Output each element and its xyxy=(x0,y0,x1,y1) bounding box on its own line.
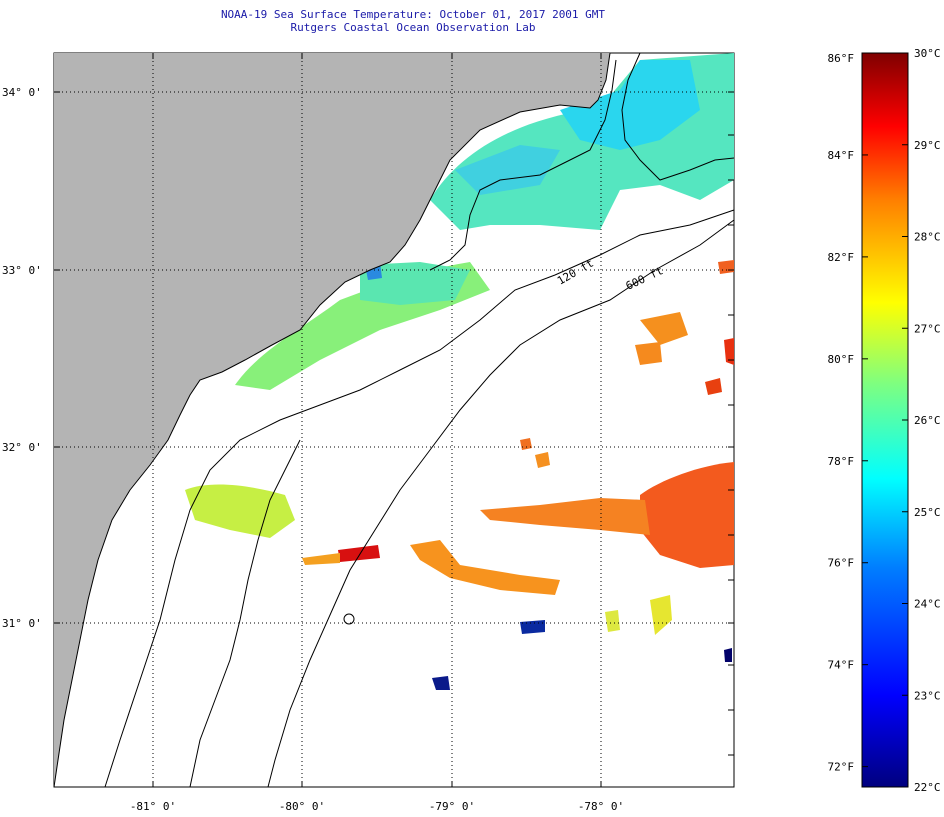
lat-label-33: 33° 0' xyxy=(2,264,42,277)
colorbar-f-tick-label: 84°F xyxy=(828,149,855,162)
lat-label-34: 34° 0' xyxy=(2,86,42,99)
sst-patch-warm-east-3 xyxy=(724,338,734,365)
sst-patch-yellow-sw xyxy=(650,595,672,635)
sst-patch-cape-cool xyxy=(560,60,700,150)
lon-label-78: -78° 0' xyxy=(578,800,624,813)
colorbar-f-tick-label: 80°F xyxy=(828,353,855,366)
colorbar-c-tick-label: 23°C xyxy=(914,689,941,702)
lat-label-31: 31° 0' xyxy=(2,617,42,630)
sst-patch-warm-mid-2 xyxy=(635,342,662,365)
sst-patch-warm-south xyxy=(410,540,560,595)
colorbar-f-tick-label: 86°F xyxy=(828,52,855,65)
colorbar-c-tick-label: 25°C xyxy=(914,506,941,519)
sst-patch-bay-cool xyxy=(455,145,560,195)
sst-patch-gulfstream-band xyxy=(480,498,650,535)
isobath-120ft xyxy=(104,209,735,788)
colorbar-c-tick-label: 29°C xyxy=(914,139,941,152)
sst-patch-yellow-s xyxy=(605,610,620,632)
land-mass xyxy=(54,53,610,787)
colorbar-f-tick-label: 74°F xyxy=(828,659,855,672)
sst-patch-warm-mid-1 xyxy=(640,312,688,345)
colorbar-c-tick-label: 24°C xyxy=(914,598,941,611)
colorbar-c-tick-label: 28°C xyxy=(914,231,941,244)
grid xyxy=(54,53,734,787)
outer-banks xyxy=(621,52,735,181)
sst-patch-warm-east-1 xyxy=(705,378,722,395)
seamount-contour xyxy=(343,613,355,625)
isobath-600ft xyxy=(267,219,735,788)
lon-label-80: -80° 0' xyxy=(279,800,325,813)
sst-patch-orange-2 xyxy=(535,452,550,468)
lon-label-81: -81° 0' xyxy=(130,800,176,813)
coastline xyxy=(53,52,611,788)
sound-shoreline xyxy=(429,59,617,271)
sst-patch-coastal-mid xyxy=(360,262,470,305)
sst-patch-blue-3 xyxy=(724,648,732,662)
sst-patch-hot-spot xyxy=(338,545,380,562)
colorbar-c-tick-label: 22°C xyxy=(914,781,941,794)
chart-subtitle: Rutgers Coastal Ocean Observation Lab xyxy=(290,21,536,34)
lon-label-79: -79° 0' xyxy=(429,800,475,813)
sst-patch-blue-2 xyxy=(432,676,450,690)
colorbar-f-tick-label: 76°F xyxy=(828,557,855,570)
colorbar-f-tick-label: 72°F xyxy=(828,761,855,774)
shelf-contour-inner xyxy=(189,439,301,788)
axis-ticks xyxy=(54,53,734,787)
sst-patch-warm-west xyxy=(302,553,340,565)
colorbar-c-tick-label: 30°C xyxy=(914,47,941,60)
colorbar-f-tick-label: 78°F xyxy=(828,455,855,468)
sst-data-layer xyxy=(72,53,734,690)
sst-patch-georgia-shelf xyxy=(185,484,295,538)
sst-patch-gulfstream-east xyxy=(640,462,734,568)
lat-label-32: 32° 0' xyxy=(2,441,42,454)
colorbar-gradient xyxy=(861,52,909,788)
colorbar-f-tick-label: 82°F xyxy=(828,251,855,264)
colorbar-c-tick-label: 27°C xyxy=(914,322,941,335)
chart-title: NOAA-19 Sea Surface Temperature: October… xyxy=(220,8,606,21)
colorbar-c-tick-label: 26°C xyxy=(914,414,941,427)
